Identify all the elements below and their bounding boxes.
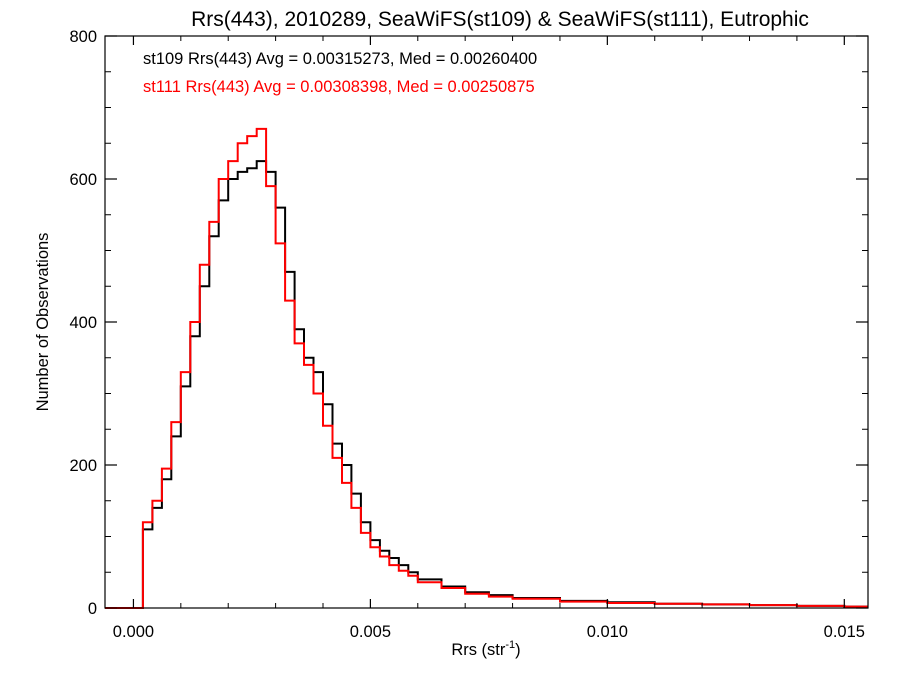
x-tick-label: 0.005 bbox=[350, 623, 391, 641]
y-tick-label: 600 bbox=[69, 171, 97, 189]
axis-layer: 0.000 0.005 0.010 0.015 0 200 400 600 800 bbox=[69, 28, 868, 641]
y-tick-label: 0 bbox=[88, 600, 97, 618]
y-axis-label: Number of Observations bbox=[34, 233, 52, 412]
series-layer bbox=[105, 127, 868, 609]
chart-title: Rrs(443), 2010289, SeaWiFS(st109) & SeaW… bbox=[191, 8, 809, 31]
annotation-st111: st111 Rrs(443) Avg = 0.00308398, Med = 0… bbox=[143, 78, 535, 96]
x-axis-label-tail: ) bbox=[515, 641, 521, 659]
x-axis-label-text: Rrs (str bbox=[451, 641, 506, 659]
y-tick-label: 200 bbox=[69, 457, 97, 475]
y-tick-label: 400 bbox=[69, 314, 97, 332]
x-tick-label: 0.015 bbox=[824, 623, 865, 641]
annotation-st109: st109 Rrs(443) Avg = 0.00315273, Med = 0… bbox=[143, 50, 537, 68]
x-axis-label: Rrs (str-1) bbox=[451, 639, 520, 659]
x-tick-label: 0.010 bbox=[587, 623, 628, 641]
x-axis-label-superscript: -1 bbox=[505, 639, 515, 651]
x-tick-label: 0.000 bbox=[113, 623, 154, 641]
y-tick-label: 800 bbox=[69, 28, 97, 46]
series-line-1 bbox=[105, 127, 868, 609]
